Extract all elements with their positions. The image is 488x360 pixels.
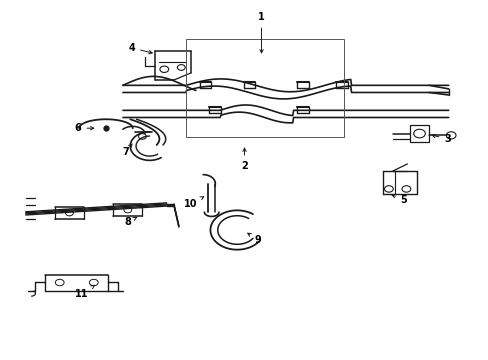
Text: 6: 6	[75, 123, 94, 133]
Text: 1: 1	[258, 13, 264, 53]
Text: 11: 11	[75, 285, 94, 299]
Text: 9: 9	[247, 233, 261, 245]
Text: 8: 8	[124, 217, 137, 227]
Text: 5: 5	[391, 195, 407, 204]
Text: 3: 3	[431, 134, 450, 144]
Text: 7: 7	[122, 144, 132, 157]
Bar	[186, 39, 344, 137]
Text: 10: 10	[184, 197, 203, 209]
Text: 2: 2	[241, 148, 247, 171]
Text: 4: 4	[128, 43, 152, 54]
